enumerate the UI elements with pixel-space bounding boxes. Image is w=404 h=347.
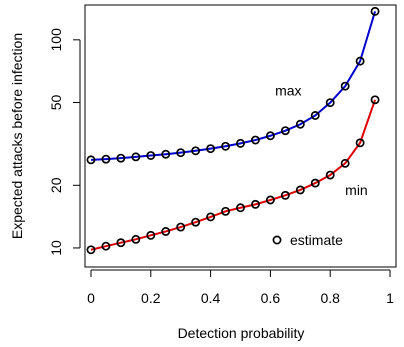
y-axis: 10 20 50 100 [48,28,81,256]
x-tick-label: 1 [386,290,394,306]
x-axis: 0 0.2 0.4 0.6 0.8 1 [87,269,394,306]
y-tick-label: 20 [48,177,64,193]
data-point [176,148,186,158]
plot-frame [84,4,397,268]
data-point [325,98,335,108]
series-max [86,6,380,165]
y-tick-label: 50 [48,94,64,110]
legend-label: estimate [290,232,343,248]
legend-marker [272,235,282,245]
data-point [86,155,96,165]
y-tick-label: 100 [48,28,64,52]
data-point [131,234,141,244]
data-point [131,152,141,162]
data-point [206,212,216,222]
data-point [325,170,335,180]
data-point [310,111,320,120]
x-tick-label: 0 [87,290,95,306]
data-point [86,245,96,255]
series-label-max: max [275,83,301,99]
series-layer [86,6,380,255]
x-tick-label: 0.4 [201,290,221,306]
data-point [236,203,245,213]
data-point [295,185,305,195]
data-point [310,178,320,188]
series-label-min: min [345,182,368,198]
series-min [86,95,380,255]
y-axis-label: Expected attacks before infection [9,33,25,239]
series-line-max [90,11,377,161]
data-point [146,151,156,160]
data-point [355,138,365,148]
data-point [370,6,380,16]
series-line-min [90,99,377,251]
x-tick-label: 0.6 [261,290,281,306]
data-point [265,195,275,205]
data-point [355,56,365,66]
x-tick-label: 0.2 [141,290,161,306]
data-point [161,227,171,236]
data-point [116,153,126,163]
x-tick-label: 0.8 [320,290,340,306]
data-point [236,138,245,148]
data-point [370,95,380,105]
data-point [176,222,186,232]
data-point [340,158,350,168]
data-point [161,149,171,159]
data-point [101,241,111,251]
y-tick-label: 10 [48,240,64,256]
x-axis-label: Detection probability [178,325,305,341]
data-point [101,154,111,164]
series-labels: max min [275,83,368,198]
data-point [340,81,350,91]
data-point [250,199,260,209]
data-point [265,131,275,141]
data-point [146,230,156,240]
data-point [191,217,201,227]
data-point [116,238,126,248]
data-point [221,206,230,216]
data-point [191,146,201,156]
legend: estimate [272,232,343,248]
data-point [250,135,260,145]
data-point [295,119,305,129]
data-point [221,141,230,151]
data-point [280,190,290,200]
data-point [280,126,290,136]
data-point [206,144,216,154]
